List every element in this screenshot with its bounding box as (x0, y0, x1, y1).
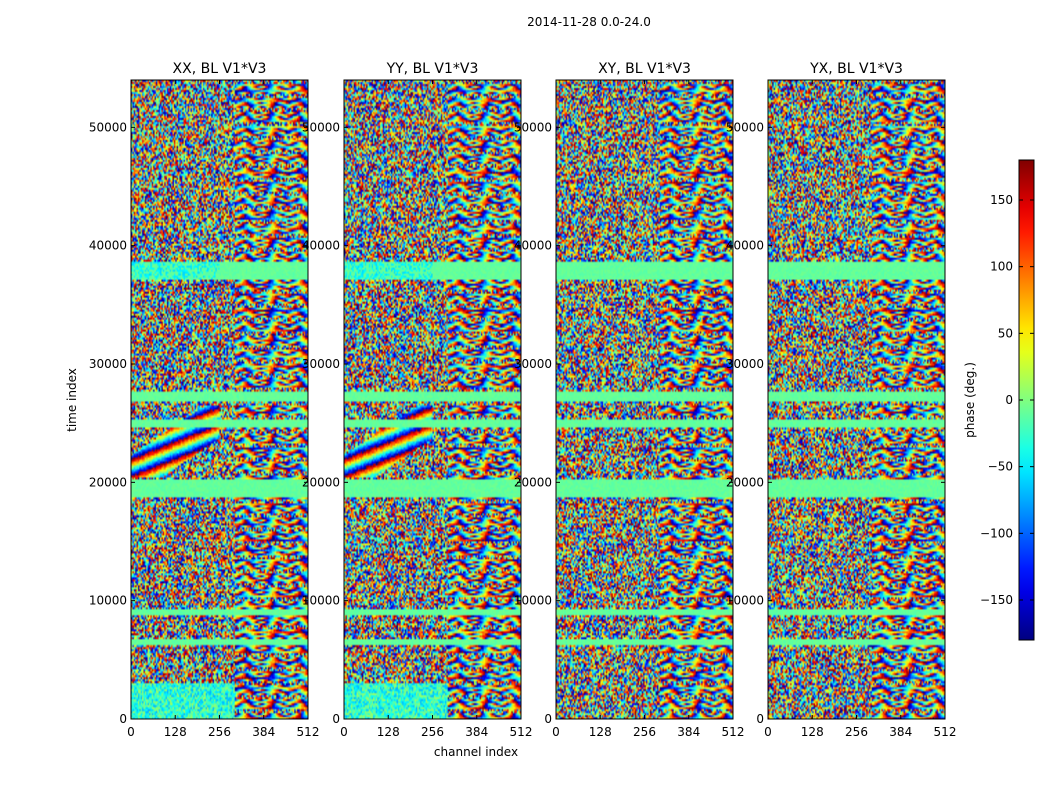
panels: XX, BL V1*V3 0 128 256 384 512 0 10000 20000 3000… (89, 61, 957, 739)
x-tick-label: 128 (801, 725, 824, 739)
y-tick-label: 30000 (726, 357, 764, 371)
y-tick-label: 50000 (89, 120, 127, 134)
y-tick-label: 10000 (726, 594, 764, 608)
x-tick-label: 384 (677, 725, 700, 739)
phase-heatmap-yy (344, 80, 521, 719)
x-tick-label: 128 (164, 725, 187, 739)
x-tick-label: 512 (934, 725, 957, 739)
x-tick-label: 384 (889, 725, 912, 739)
y-axis-label: time index (65, 368, 79, 432)
y-tick-label: 40000 (514, 239, 552, 253)
colorbar-label: phase (deg.) (963, 362, 977, 438)
colorbar-tick-label: 150 (990, 193, 1013, 207)
colorbar-tick-label: 100 (990, 260, 1013, 274)
x-tick-label: 256 (421, 725, 444, 739)
y-tick-label: 10000 (302, 594, 340, 608)
x-tick-label: 128 (589, 725, 612, 739)
x-tick-label: 128 (377, 725, 400, 739)
phase-heatmap-xy (556, 80, 733, 719)
colorbar-tick-label: −100 (980, 526, 1013, 540)
x-tick-label: 512 (722, 725, 745, 739)
y-tick-label: 30000 (89, 357, 127, 371)
y-tick-label: 50000 (302, 120, 340, 134)
x-tick-label: 512 (510, 725, 533, 739)
y-tick-label: 20000 (726, 475, 764, 489)
x-tick-label: 256 (633, 725, 656, 739)
colorbar-tick-label: 0 (1005, 393, 1013, 407)
x-tick-label: 256 (208, 725, 231, 739)
y-tick-label: 50000 (726, 120, 764, 134)
phase-heatmap-xx (131, 80, 308, 719)
y-tick-label: 0 (119, 712, 127, 726)
panel-xy: XY, BL V1*V3 0 128 256 384 512 0 10000 20000 3000… (514, 61, 745, 739)
y-tick-label: 0 (332, 712, 340, 726)
y-tick-label: 30000 (514, 357, 552, 371)
x-tick-label: 0 (552, 725, 560, 739)
y-tick-label: 20000 (302, 475, 340, 489)
y-tick-label: 0 (756, 712, 764, 726)
y-tick-label: 30000 (302, 357, 340, 371)
x-tick-label: 384 (252, 725, 275, 739)
y-tick-label: 20000 (89, 475, 127, 489)
panel-yy: YY, BL V1*V3 0 128 256 384 512 0 10000 20000 3000… (302, 61, 533, 739)
colorbar-tick-label: 50 (998, 326, 1013, 340)
x-axis-label: channel index (434, 745, 518, 759)
x-tick-label: 0 (127, 725, 135, 739)
panel-title: YY, BL V1*V3 (386, 61, 479, 77)
x-tick-label: 256 (845, 725, 868, 739)
y-tick-label: 0 (544, 712, 552, 726)
x-tick-label: 0 (764, 725, 772, 739)
x-tick-label: 512 (297, 725, 320, 739)
panel-xx: XX, BL V1*V3 0 128 256 384 512 0 10000 20000 3000… (89, 61, 320, 739)
x-tick-label: 384 (465, 725, 488, 739)
y-tick-label: 40000 (89, 239, 127, 253)
colorbar: −150 −100 −50 0 50 100 150 (980, 159, 1035, 641)
panel-title: YX, BL V1*V3 (809, 61, 903, 77)
colorbar-tick-label: −50 (988, 460, 1013, 474)
panel-yx: YX, BL V1*V3 0 128 256 384 512 0 10000 20000 3000… (726, 61, 957, 739)
figure-title: 2014-11-28 0.0-24.0 (527, 15, 651, 29)
x-tick-label: 0 (340, 725, 348, 739)
y-axis-label-group: time index (65, 368, 79, 432)
y-tick-label: 40000 (302, 239, 340, 253)
y-tick-label: 10000 (89, 594, 127, 608)
panel-title: XX, BL V1*V3 (173, 61, 267, 77)
y-tick-label: 20000 (514, 475, 552, 489)
phase-heatmap-yx (768, 80, 945, 719)
colorbar-tick-label: −150 (980, 593, 1013, 607)
panel-title: XY, BL V1*V3 (598, 61, 691, 77)
y-tick-label: 40000 (726, 239, 764, 253)
y-tick-label: 50000 (514, 120, 552, 134)
y-tick-label: 10000 (514, 594, 552, 608)
